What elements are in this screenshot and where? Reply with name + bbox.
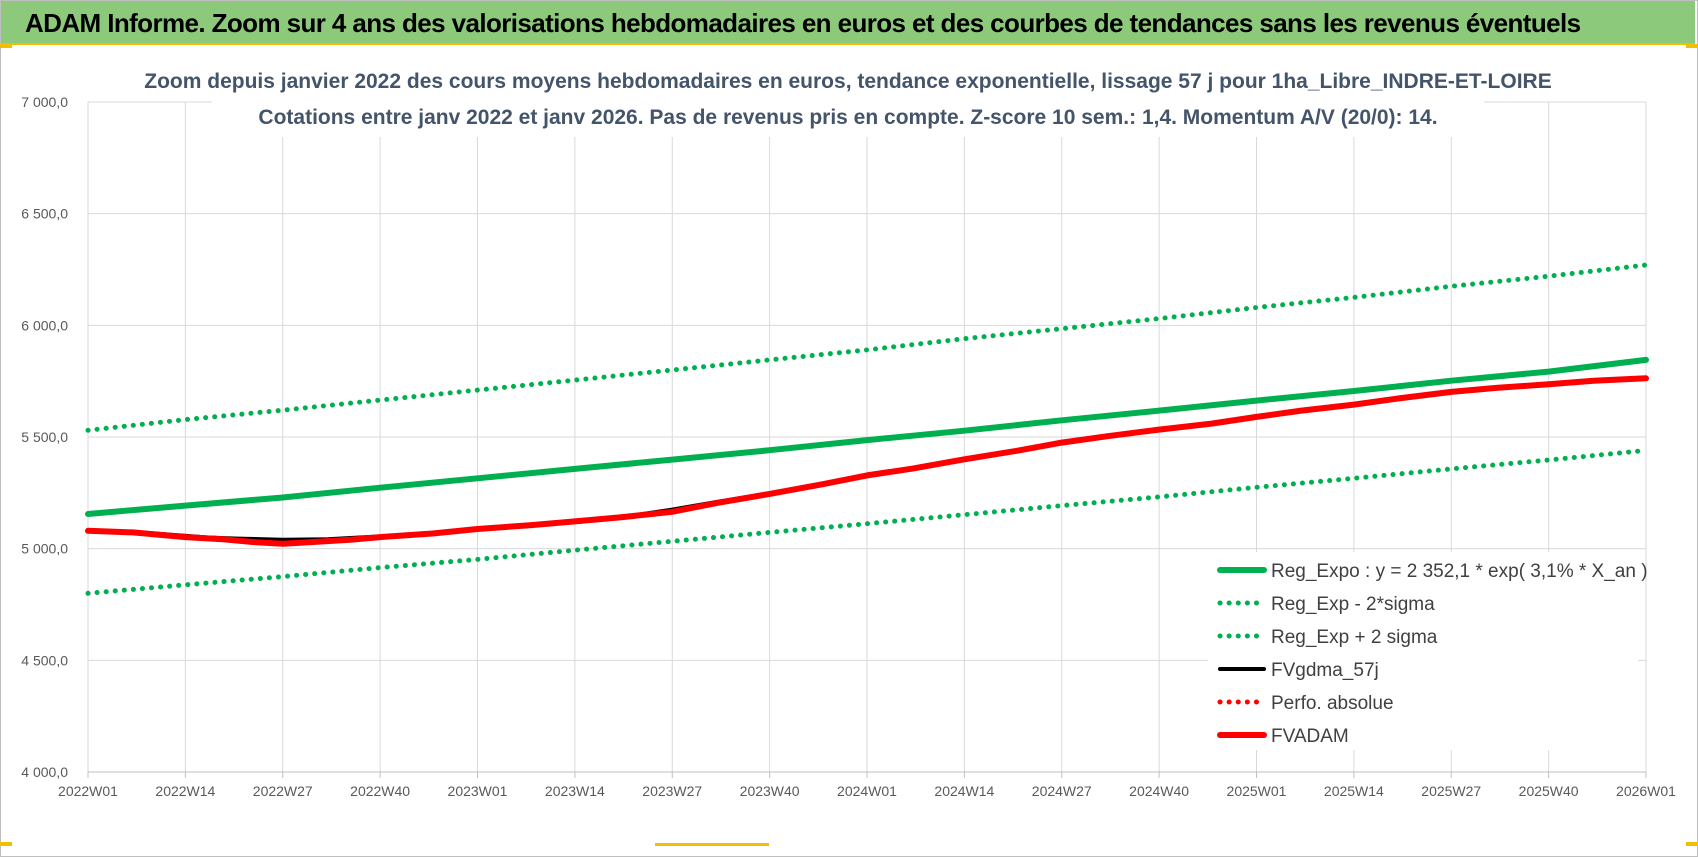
x-tick-label: 2025W01 [1227,783,1287,799]
x-tick-label: 2024W14 [934,783,994,799]
legend-box [1208,552,1638,750]
x-tick-label: 2022W14 [155,783,215,799]
corner-marker [0,44,12,48]
y-tick-label: 7 000,0 [21,94,68,110]
legend-label: Reg_Exp + 2 sigma [1271,627,1438,648]
y-tick-label: 6 500,0 [21,206,68,222]
legend-label: FVADAM [1271,726,1349,747]
x-tick-label: 2025W14 [1324,783,1384,799]
x-tick-label: 2026W01 [1616,783,1676,799]
x-tick-label: 2023W40 [740,783,800,799]
y-tick-label: 6 000,0 [21,317,68,333]
chart-title-line-2: Cotations entre janv 2022 et janv 2026. … [258,106,1437,129]
page-title: ADAM Informe. Zoom sur 4 ans des valoris… [1,1,1695,45]
y-axis-ticks: 7 000,0 6 500,0 6 000,0 5 500,0 5 000,0 4 500… [21,94,68,780]
chart-title: Zoom depuis janvier 2022 des cours moyen… [144,64,1552,137]
series-line-reg-exp-2-sigma [85,447,1649,596]
x-tick-label: 2023W27 [642,783,702,799]
y-tick-label: 4 500,0 [21,652,68,668]
scrollbar-hint [655,843,769,846]
x-tick-label: 2023W01 [448,783,508,799]
legend-label: Reg_Exp - 2*sigma [1271,594,1435,615]
x-tick-label: 2025W40 [1519,783,1579,799]
x-tick-label: 2023W14 [545,783,605,799]
y-tick-label: 5 500,0 [21,429,68,445]
x-axis-ticks: 2022W01 2022W14 2022W27 2022W40 2023W01 2023W… [58,783,1676,799]
x-tick-label: 2022W40 [350,783,410,799]
legend-label: FVgdma_57j [1271,660,1379,681]
chart-title-line-1: Zoom depuis janvier 2022 des cours moyen… [144,70,1551,93]
x-tick-label: 2024W01 [837,783,897,799]
series-lines [85,262,1649,596]
y-tick-label: 5 000,0 [21,541,68,557]
y-tick-label: 4 000,0 [21,764,68,780]
corner-marker [0,842,12,846]
legend-label: Perfo. absolue [1271,693,1394,714]
legend-label: Reg_Expo : y = 2 352,1 * exp( 3,1% * X_a… [1271,561,1648,582]
series-line-fvadam [85,375,1649,547]
x-tick-label: 2024W27 [1032,783,1092,799]
legend: Reg_Expo : y = 2 352,1 * exp( 3,1% * X_a… [1208,552,1648,750]
series-line-reg-exp-2-sigma [85,262,1649,433]
x-tick-label: 2025W27 [1421,783,1481,799]
corner-marker [1686,44,1698,48]
x-tick-label: 2022W01 [58,783,118,799]
x-tick-label: 2022W27 [253,783,313,799]
x-tick-label: 2024W40 [1129,783,1189,799]
corner-marker [1686,842,1698,846]
series-line-reg-expo-y-2-352-1-exp-3-1-x-an [85,356,1649,517]
